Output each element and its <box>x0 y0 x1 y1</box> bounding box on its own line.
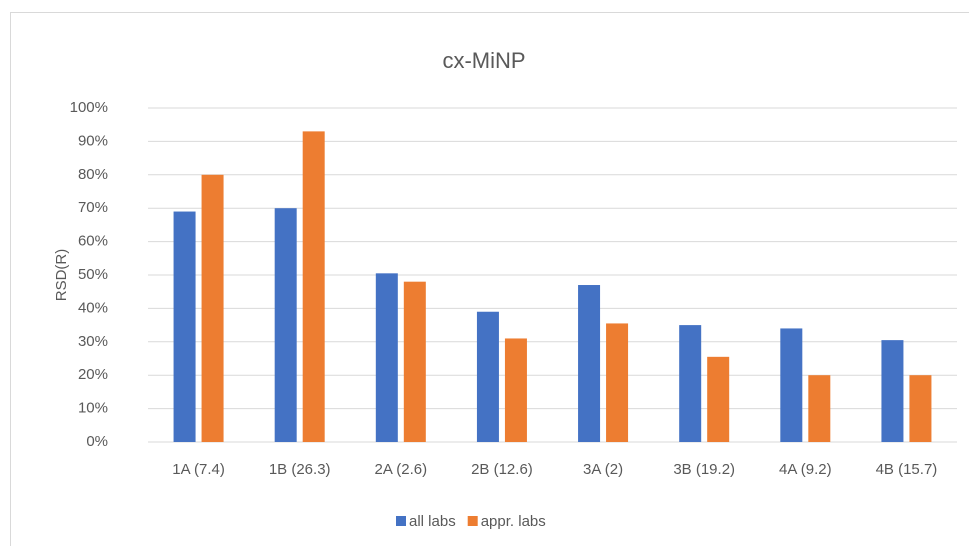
bar <box>881 340 904 442</box>
y-axis-label: RSD(R) <box>53 249 70 302</box>
bar <box>909 375 932 442</box>
y-tick-label: 90% <box>78 132 108 149</box>
x-tick-label: 2A (2.6) <box>375 461 428 478</box>
y-tick-label: 10% <box>78 400 108 417</box>
bar <box>606 323 629 442</box>
legend-label: all labs <box>409 513 456 530</box>
y-tick-label: 60% <box>78 233 108 250</box>
x-tick-label: 2B (12.6) <box>471 461 533 478</box>
bar <box>476 311 499 442</box>
bar <box>274 208 297 442</box>
x-tick-label: 3A (2) <box>583 461 623 478</box>
bar <box>578 285 601 442</box>
bar <box>173 211 196 442</box>
x-tick-label: 1B (26.3) <box>269 461 331 478</box>
legend-label: appr. labs <box>481 513 546 530</box>
x-tick-label: 3B (19.2) <box>673 461 735 478</box>
y-tick-label: 50% <box>78 266 108 283</box>
bar <box>780 328 803 442</box>
x-tick-label: 4B (15.7) <box>876 461 938 478</box>
bar <box>375 273 398 442</box>
bar <box>504 338 527 442</box>
bar <box>403 281 426 442</box>
bar <box>302 131 325 442</box>
y-tick-label: 30% <box>78 333 108 350</box>
y-tick-label: 40% <box>78 299 108 316</box>
y-tick-label: 0% <box>86 433 108 450</box>
chart-title: cx-MiNP <box>442 48 525 73</box>
y-tick-label: 70% <box>78 199 108 216</box>
y-tick-label: 100% <box>70 99 108 116</box>
chart-border <box>10 12 969 546</box>
legend-swatch <box>467 516 478 526</box>
legend-swatch <box>396 516 406 526</box>
bar <box>707 356 730 442</box>
bar <box>808 375 831 442</box>
x-tick-label: 4A (9.2) <box>779 461 832 478</box>
y-tick-label: 20% <box>78 366 108 383</box>
y-tick-label: 80% <box>78 166 108 183</box>
bar <box>201 174 224 443</box>
bar <box>679 325 702 442</box>
x-tick-label: 1A (7.4) <box>172 461 225 478</box>
